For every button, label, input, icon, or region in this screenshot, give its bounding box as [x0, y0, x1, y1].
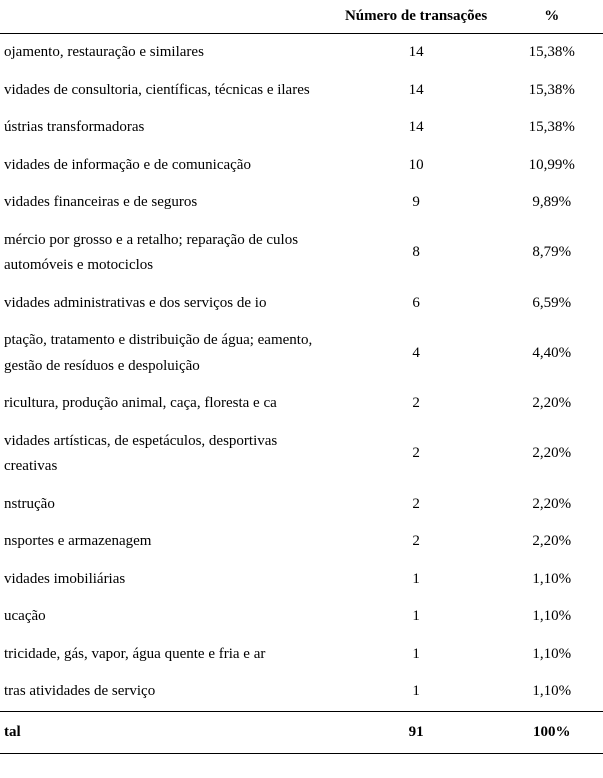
row-label: vidades de consultoria, científicas, téc… — [0, 72, 332, 110]
row-label: vidades de informação e de comunicação — [0, 147, 332, 185]
table-row: vidades administrativas e dos serviços d… — [0, 285, 603, 323]
row-count: 14 — [332, 109, 501, 147]
row-count: 4 — [332, 322, 501, 385]
row-label: vidades imobiliárias — [0, 561, 332, 599]
header-pct: % — [500, 0, 603, 34]
row-pct: 4,40% — [500, 322, 603, 385]
row-label: ptação, tratamento e distribuição de águ… — [0, 322, 332, 385]
row-count: 1 — [332, 673, 501, 711]
total-pct: 100% — [500, 711, 603, 754]
row-pct: 8,79% — [500, 222, 603, 285]
row-label: vidades artísticas, de espetáculos, desp… — [0, 423, 332, 486]
table-row: ojamento, restauração e similares1415,38… — [0, 34, 603, 72]
transactions-table: Número de transações % ojamento, restaur… — [0, 0, 603, 754]
row-count: 9 — [332, 184, 501, 222]
transactions-table-container: Número de transações % ojamento, restaur… — [0, 0, 603, 754]
row-label: nsportes e armazenagem — [0, 523, 332, 561]
row-count: 2 — [332, 486, 501, 524]
row-count: 2 — [332, 423, 501, 486]
row-count: 1 — [332, 636, 501, 674]
header-label — [0, 0, 332, 34]
row-label: ojamento, restauração e similares — [0, 34, 332, 72]
row-count: 2 — [332, 385, 501, 423]
row-count: 14 — [332, 34, 501, 72]
row-count: 6 — [332, 285, 501, 323]
row-pct: 9,89% — [500, 184, 603, 222]
row-pct: 2,20% — [500, 385, 603, 423]
table-row: ústrias transformadoras1415,38% — [0, 109, 603, 147]
row-label: tricidade, gás, vapor, água quente e fri… — [0, 636, 332, 674]
row-count: 10 — [332, 147, 501, 185]
table-row: mércio por grosso e a retalho; reparação… — [0, 222, 603, 285]
table-row: vidades financeiras e de seguros99,89% — [0, 184, 603, 222]
table-row: ricultura, produção animal, caça, flores… — [0, 385, 603, 423]
table-row: ucação11,10% — [0, 598, 603, 636]
row-count: 1 — [332, 561, 501, 599]
header-count: Número de transações — [332, 0, 501, 34]
row-label: ricultura, produção animal, caça, flores… — [0, 385, 332, 423]
table-row: vidades de informação e de comunicação10… — [0, 147, 603, 185]
table-row: tras atividades de serviço11,10% — [0, 673, 603, 711]
row-pct: 15,38% — [500, 34, 603, 72]
row-count: 14 — [332, 72, 501, 110]
row-pct: 6,59% — [500, 285, 603, 323]
table-row: ptação, tratamento e distribuição de águ… — [0, 322, 603, 385]
row-count: 1 — [332, 598, 501, 636]
total-row: tal91100% — [0, 711, 603, 754]
row-pct: 1,10% — [500, 561, 603, 599]
row-pct: 2,20% — [500, 486, 603, 524]
row-label: vidades financeiras e de seguros — [0, 184, 332, 222]
row-pct: 2,20% — [500, 523, 603, 561]
total-count: 91 — [332, 711, 501, 754]
row-pct: 1,10% — [500, 636, 603, 674]
table-row: nstrução22,20% — [0, 486, 603, 524]
header-row: Número de transações % — [0, 0, 603, 34]
row-label: ucação — [0, 598, 332, 636]
total-label: tal — [0, 711, 332, 754]
table-row: nsportes e armazenagem22,20% — [0, 523, 603, 561]
row-label: tras atividades de serviço — [0, 673, 332, 711]
row-pct: 1,10% — [500, 598, 603, 636]
row-pct: 15,38% — [500, 72, 603, 110]
row-pct: 2,20% — [500, 423, 603, 486]
row-label: ústrias transformadoras — [0, 109, 332, 147]
table-row: vidades artísticas, de espetáculos, desp… — [0, 423, 603, 486]
row-label: nstrução — [0, 486, 332, 524]
row-label: vidades administrativas e dos serviços d… — [0, 285, 332, 323]
table-row: vidades de consultoria, científicas, téc… — [0, 72, 603, 110]
row-count: 2 — [332, 523, 501, 561]
table-body: ojamento, restauração e similares1415,38… — [0, 34, 603, 754]
row-pct: 10,99% — [500, 147, 603, 185]
row-pct: 15,38% — [500, 109, 603, 147]
table-row: tricidade, gás, vapor, água quente e fri… — [0, 636, 603, 674]
row-pct: 1,10% — [500, 673, 603, 711]
row-label: mércio por grosso e a retalho; reparação… — [0, 222, 332, 285]
row-count: 8 — [332, 222, 501, 285]
table-row: vidades imobiliárias11,10% — [0, 561, 603, 599]
